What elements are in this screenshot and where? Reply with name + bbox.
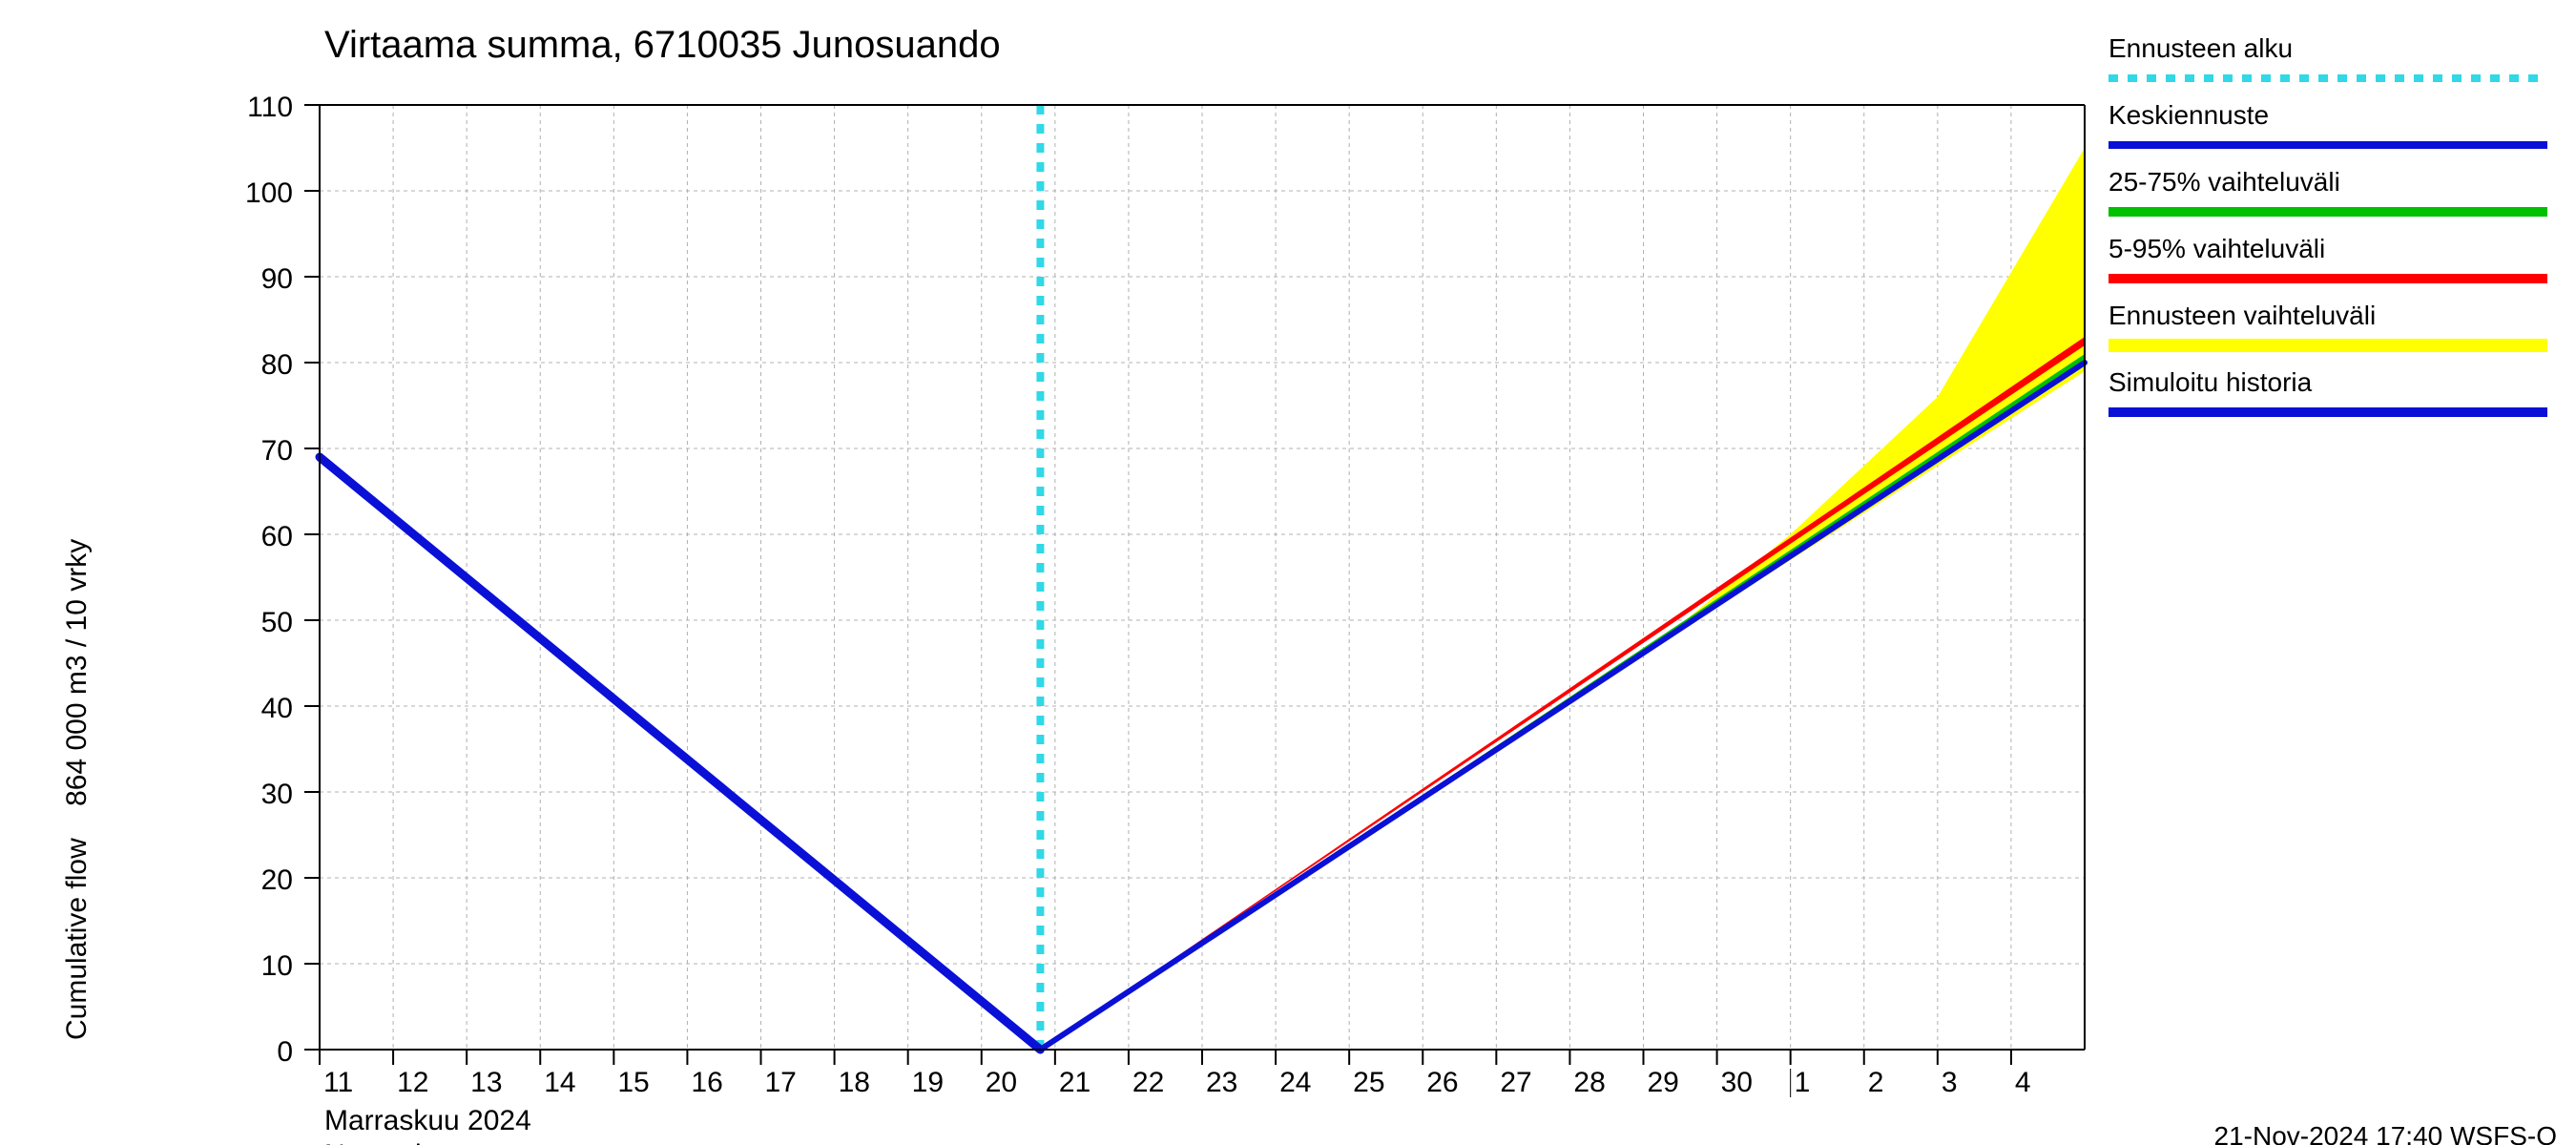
x-tick-label: 19 xyxy=(912,1067,944,1098)
x-tick-label: 29 xyxy=(1648,1067,1679,1098)
x-tick-label: 26 xyxy=(1426,1067,1458,1098)
x-tick-label: 28 xyxy=(1573,1067,1605,1098)
y-tick-label: 0 xyxy=(277,1036,293,1068)
month-label-fi: Marraskuu 2024 xyxy=(324,1105,531,1136)
y-axis-label: Cumulative flow 864 000 m3 / 10 vrky xyxy=(61,539,93,1040)
x-tick-label: 2 xyxy=(1868,1067,1884,1098)
y-tick-label: 10 xyxy=(261,950,293,982)
x-tick-label: 13 xyxy=(470,1067,502,1098)
chart-container: 0102030405060708090100110111213141516171… xyxy=(0,0,2576,1145)
y-tick-label: 100 xyxy=(245,177,293,209)
x-tick-label: 18 xyxy=(839,1067,870,1098)
x-tick-label: 4 xyxy=(2015,1067,2031,1098)
y-tick-label: 50 xyxy=(261,607,293,638)
y-tick-label: 70 xyxy=(261,435,293,467)
y-tick-label: 60 xyxy=(261,521,293,552)
x-tick-label: 23 xyxy=(1206,1067,1237,1098)
footer-text: 21-Nov-2024 17:40 WSFS-O xyxy=(2214,1121,2558,1145)
x-tick-label: 30 xyxy=(1721,1067,1753,1098)
y-tick-label: 20 xyxy=(261,864,293,896)
x-tick-label: 25 xyxy=(1353,1067,1384,1098)
legend-label: Ennusteen vaihteluväli xyxy=(2109,301,2376,330)
chart-title: Virtaama summa, 6710035 Junosuando xyxy=(324,24,1001,66)
y-tick-label: 90 xyxy=(261,263,293,295)
legend-label: Ennusteen alku xyxy=(2109,33,2293,63)
y-tick-label: 30 xyxy=(261,779,293,810)
y-tick-label: 80 xyxy=(261,349,293,381)
x-tick-label: 27 xyxy=(1500,1067,1531,1098)
x-tick-label: 1 xyxy=(1795,1067,1811,1098)
x-tick-label: 12 xyxy=(397,1067,428,1098)
legend-label: Simuloitu historia xyxy=(2109,367,2313,397)
x-tick-label: 17 xyxy=(765,1067,797,1098)
legend-label: Keskiennuste xyxy=(2109,100,2269,130)
month-label-en: November xyxy=(324,1139,456,1145)
x-tick-label: 20 xyxy=(986,1067,1017,1098)
x-tick-label: 24 xyxy=(1279,1067,1311,1098)
x-tick-label: 22 xyxy=(1132,1067,1164,1098)
x-tick-label: 11 xyxy=(323,1067,353,1098)
legend-label: 25-75% vaihteluväli xyxy=(2109,167,2340,197)
y-tick-label: 40 xyxy=(261,693,293,724)
legend-label: 5-95% vaihteluväli xyxy=(2109,234,2325,263)
x-tick-label: 14 xyxy=(544,1067,575,1098)
x-tick-label: 21 xyxy=(1059,1067,1091,1098)
x-tick-label: 15 xyxy=(617,1067,649,1098)
y-tick-label: 110 xyxy=(247,92,293,123)
x-tick-label: 3 xyxy=(1942,1067,1958,1098)
x-tick-label: 16 xyxy=(691,1067,722,1098)
chart-svg: 0102030405060708090100110111213141516171… xyxy=(0,0,2576,1145)
